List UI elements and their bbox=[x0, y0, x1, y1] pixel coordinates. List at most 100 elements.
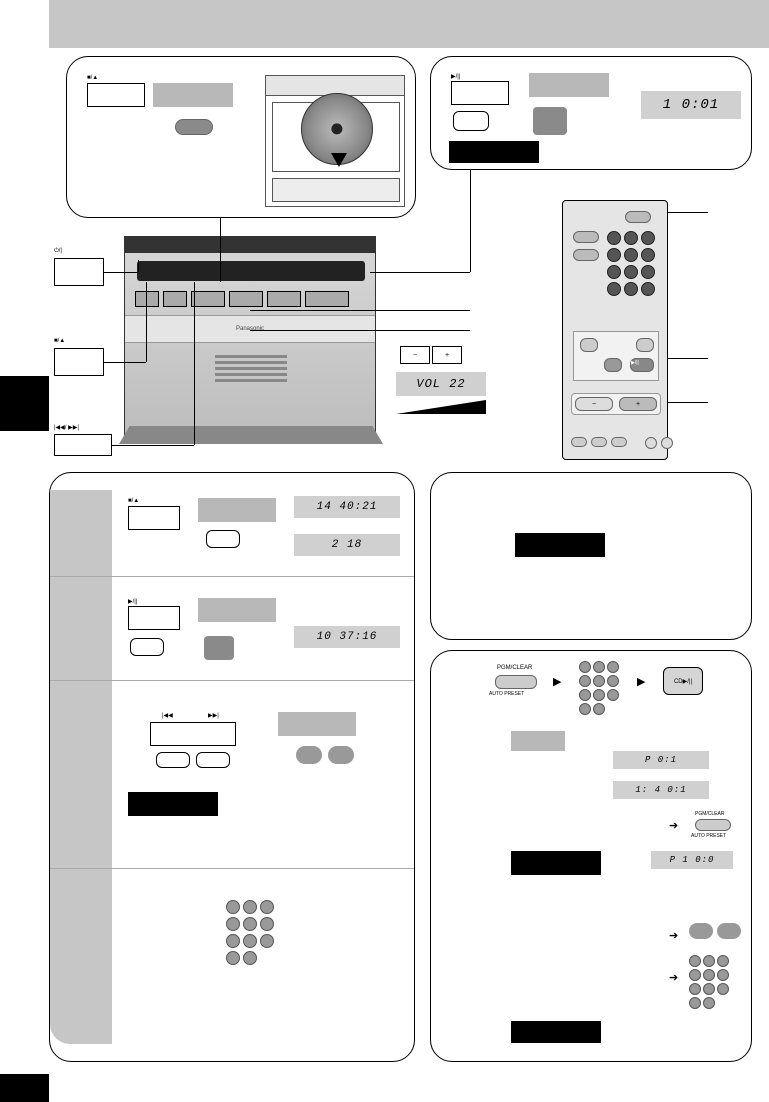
remote-key-3[interactable] bbox=[641, 231, 655, 245]
remote-bot-plus[interactable] bbox=[661, 437, 673, 449]
pb-oval-1[interactable] bbox=[689, 923, 713, 939]
remote-key-1[interactable] bbox=[607, 231, 621, 245]
vol-minus[interactable]: − bbox=[400, 346, 430, 364]
pb2-key-0[interactable] bbox=[703, 997, 715, 1009]
open-eject-box[interactable] bbox=[87, 83, 145, 107]
vol-plus[interactable]: + bbox=[432, 346, 462, 364]
skip-sub-btn-1[interactable] bbox=[156, 752, 190, 768]
pb-key-9[interactable] bbox=[607, 689, 619, 701]
direct-key-8[interactable] bbox=[243, 934, 257, 948]
remote-bot-1[interactable] bbox=[571, 437, 587, 447]
pause-graybtn[interactable] bbox=[204, 636, 234, 660]
pb2-key-5[interactable] bbox=[703, 969, 715, 981]
direct-key-5[interactable] bbox=[243, 917, 257, 931]
pb-key-4[interactable] bbox=[579, 675, 591, 687]
remote-key-8[interactable] bbox=[624, 265, 638, 279]
pb2-key-ge10[interactable] bbox=[689, 997, 701, 1009]
direct-key-9[interactable] bbox=[260, 934, 274, 948]
panel2-btn[interactable] bbox=[453, 111, 489, 131]
direct-key-7[interactable] bbox=[226, 934, 240, 948]
pb-key-ge10[interactable] bbox=[579, 703, 591, 715]
remote-key-4[interactable] bbox=[607, 248, 621, 262]
vol-plus-label: + bbox=[445, 352, 449, 359]
panel2-graybtn[interactable] bbox=[533, 107, 567, 135]
remote-bot-3[interactable] bbox=[611, 437, 627, 447]
skip-oval-2[interactable] bbox=[328, 746, 354, 764]
skip-prev-label: |◀◀ bbox=[162, 712, 173, 719]
remote-key-2[interactable] bbox=[624, 231, 638, 245]
pb-pgmclear-small-label: PGM/CLEAR bbox=[695, 811, 724, 817]
remote-bot-minus[interactable] bbox=[645, 437, 657, 449]
remote-btn-b[interactable] bbox=[573, 249, 599, 261]
pb-key-6[interactable] bbox=[607, 675, 619, 687]
direct-key-3[interactable] bbox=[260, 900, 274, 914]
pb-oval-2[interactable] bbox=[717, 923, 741, 939]
pgmclear-btn[interactable] bbox=[495, 675, 537, 689]
remote-vol-plus[interactable]: + bbox=[619, 397, 657, 411]
direct-key-0[interactable] bbox=[243, 951, 257, 965]
unit-btn-6[interactable] bbox=[305, 291, 349, 307]
pb-key-1[interactable] bbox=[579, 661, 591, 673]
unit-btn-2[interactable] bbox=[163, 291, 187, 307]
pb2-key-6[interactable] bbox=[717, 969, 729, 981]
remote-next[interactable] bbox=[636, 338, 654, 352]
direct-key-4[interactable] bbox=[226, 917, 240, 931]
direct-key-2[interactable] bbox=[243, 900, 257, 914]
remote-bottom-row bbox=[571, 437, 673, 449]
stop-eject-button[interactable] bbox=[54, 348, 104, 376]
cd-play-btn[interactable]: CD▶/|| bbox=[663, 667, 703, 695]
pb2-key-2[interactable] bbox=[703, 955, 715, 967]
cd-tray bbox=[265, 75, 405, 207]
remote-btn-a[interactable] bbox=[573, 231, 599, 243]
remote-prev[interactable] bbox=[580, 338, 598, 352]
remote-key-ge10[interactable] bbox=[607, 282, 621, 296]
pb2-key-3[interactable] bbox=[717, 955, 729, 967]
remote-top-btn[interactable] bbox=[625, 211, 651, 223]
remote-key-9[interactable] bbox=[641, 265, 655, 279]
skip-box[interactable] bbox=[150, 722, 236, 746]
pb-pgmclear-small[interactable] bbox=[695, 819, 731, 831]
pb2-key-4[interactable] bbox=[689, 969, 701, 981]
remote-play[interactable]: ▶/|| bbox=[630, 358, 654, 372]
pb-key-7[interactable] bbox=[579, 689, 591, 701]
pb-key-2[interactable] bbox=[593, 661, 605, 673]
direct-key-6[interactable] bbox=[260, 917, 274, 931]
unit-btn-3[interactable] bbox=[191, 291, 225, 307]
pause-sub-btn[interactable] bbox=[130, 638, 164, 656]
remote-stop[interactable] bbox=[604, 358, 622, 372]
stop-box[interactable] bbox=[128, 506, 180, 530]
pb-key-8[interactable] bbox=[593, 689, 605, 701]
prev-next-box[interactable] bbox=[54, 434, 112, 456]
direct-key-ge10[interactable] bbox=[226, 951, 240, 965]
remote-vol-minus[interactable]: − bbox=[575, 397, 613, 411]
panel1-oval-btn[interactable] bbox=[175, 119, 213, 135]
pause-box[interactable] bbox=[128, 606, 180, 630]
unit-btn-4[interactable] bbox=[229, 291, 263, 307]
remote-key-0[interactable] bbox=[624, 282, 638, 296]
remote-key-ext[interactable] bbox=[641, 282, 655, 296]
pb2-key-8[interactable] bbox=[703, 983, 715, 995]
remote-bot-2[interactable] bbox=[591, 437, 607, 447]
power-button[interactable] bbox=[54, 258, 104, 286]
pb2-key-1[interactable] bbox=[689, 955, 701, 967]
pb-key-0[interactable] bbox=[593, 703, 605, 715]
panel2-play-box[interactable] bbox=[451, 81, 509, 105]
pb-arrow-b-icon: ➔ bbox=[669, 929, 678, 942]
pb2-key-7[interactable] bbox=[689, 983, 701, 995]
direct-key-1[interactable] bbox=[226, 900, 240, 914]
unit-btn-5[interactable] bbox=[267, 291, 301, 307]
stop-lcd-1: 14 40:21 bbox=[294, 496, 400, 518]
vol-minus-label: − bbox=[413, 352, 417, 359]
header-bar bbox=[49, 0, 769, 48]
unit-btn-1[interactable] bbox=[135, 291, 159, 307]
skip-sub-btn-2[interactable] bbox=[196, 752, 230, 768]
remote-key-5[interactable] bbox=[624, 248, 638, 262]
remote-key-6[interactable] bbox=[641, 248, 655, 262]
remote-key-7[interactable] bbox=[607, 265, 621, 279]
pb-key-3[interactable] bbox=[607, 661, 619, 673]
stop-sub-btn[interactable] bbox=[206, 530, 240, 548]
skip-oval-1[interactable] bbox=[296, 746, 322, 764]
pb2-key-9[interactable] bbox=[717, 983, 729, 995]
pb-key-5[interactable] bbox=[593, 675, 605, 687]
pause-lcd: 10 37:16 bbox=[294, 626, 400, 648]
